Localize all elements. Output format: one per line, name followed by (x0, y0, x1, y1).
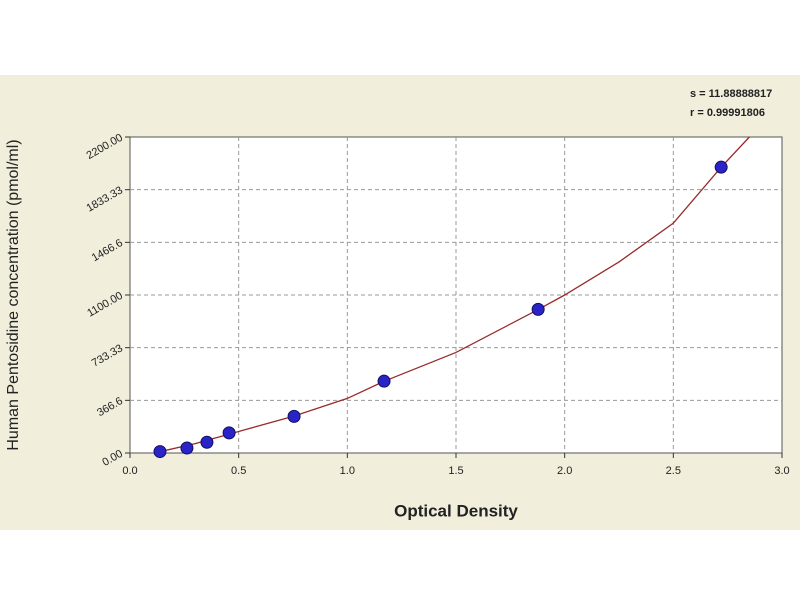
fit-curve (160, 136, 750, 453)
data-point (222, 426, 236, 440)
data-point (287, 409, 301, 423)
x-tick-label: 3.0 (774, 465, 789, 477)
y-axis-label: Human Pentosidine concentration (pmol/ml… (5, 139, 22, 450)
x-tick-label: 1.5 (448, 465, 463, 477)
x-tick-label: 2.5 (666, 465, 681, 477)
x-tick-label: 0.5 (231, 465, 246, 477)
annotation: s = 11.88888817 (690, 88, 772, 100)
annotation: r = 0.99991806 (690, 107, 765, 119)
data-point (200, 435, 214, 449)
data-point (377, 374, 391, 388)
x-tick-label: 2.0 (557, 465, 572, 477)
x-tick-label: 0.0 (122, 465, 137, 477)
data-point (714, 160, 728, 174)
data-point (531, 302, 545, 316)
x-tick-label: 1.0 (340, 465, 355, 477)
data-point (153, 445, 167, 459)
data-point (180, 441, 194, 455)
x-axis-label: Optical Density (394, 501, 518, 520)
